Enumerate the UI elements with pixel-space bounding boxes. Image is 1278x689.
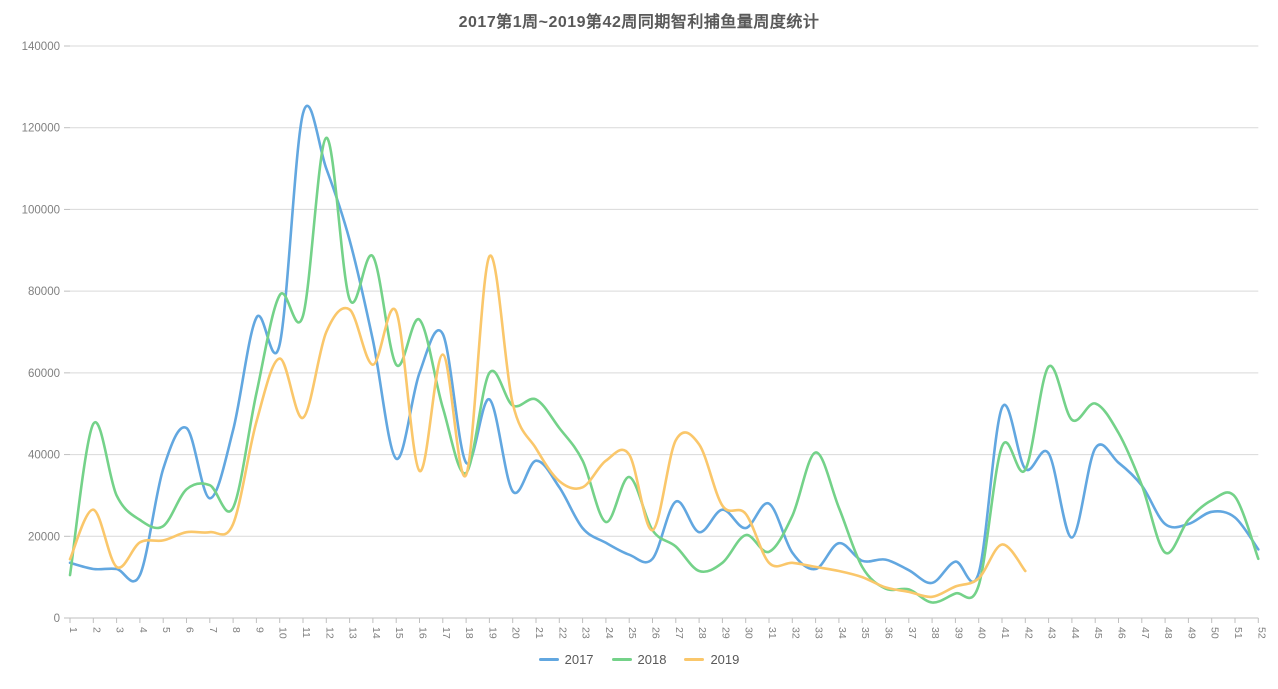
chart-title: 2017第1周~2019第42周同期智利捕鱼量周度统计 — [458, 14, 820, 31]
x-axis-label: 21 — [533, 627, 545, 639]
x-axis-label: 9 — [253, 627, 265, 633]
legend-swatch-2019 — [684, 658, 705, 661]
x-axis-label: 10 — [277, 627, 289, 639]
x-axis-label: 22 — [556, 627, 568, 639]
x-axis-label: 39 — [952, 627, 964, 639]
x-axis-label: 29 — [719, 627, 731, 639]
y-axis-label: 120000 — [22, 123, 60, 135]
x-axis-label: 51 — [1232, 627, 1244, 639]
x-axis-label: 28 — [696, 627, 708, 639]
x-axis-label: 19 — [486, 627, 498, 639]
x-axis-label: 23 — [580, 627, 592, 639]
legend-item-2019: 2019 — [684, 652, 739, 667]
x-axis-label: 36 — [883, 627, 895, 639]
x-axis-label: 6 — [184, 627, 196, 633]
x-axis-label: 18 — [463, 627, 475, 639]
x-axis-label: 5 — [160, 627, 172, 633]
x-axis-label: 8 — [230, 627, 242, 633]
x-axis-label: 42 — [1022, 627, 1034, 639]
x-axis-label: 2 — [90, 627, 102, 633]
x-axis-label: 50 — [1209, 627, 1221, 639]
x-axis-label: 33 — [813, 627, 825, 639]
x-axis-label: 43 — [1046, 627, 1058, 639]
x-axis-label: 45 — [1092, 627, 1104, 639]
y-axis-label: 20000 — [28, 531, 60, 543]
y-axis-label: 140000 — [22, 41, 60, 53]
x-axis-label: 25 — [626, 627, 638, 639]
x-axis-label: 38 — [929, 627, 941, 639]
legend-label-2019: 2019 — [710, 652, 740, 667]
x-axis-label: 24 — [603, 627, 615, 639]
x-axis-label: 49 — [1185, 627, 1197, 639]
legend-label-2018: 2018 — [637, 652, 667, 667]
chart-legend: 2017 2018 2019 — [0, 652, 1278, 667]
x-axis-label: 27 — [673, 627, 685, 639]
x-axis-label: 26 — [650, 627, 662, 639]
y-axis-label: 60000 — [28, 368, 60, 380]
legend-swatch-2017 — [538, 658, 559, 661]
x-axis-label: 15 — [393, 627, 405, 639]
x-axis-label: 35 — [859, 627, 871, 639]
series-line-2018 — [68, 136, 1260, 604]
x-axis-label: 3 — [114, 627, 126, 633]
y-axis-label: 100000 — [22, 204, 60, 216]
x-axis-label: 20 — [510, 627, 522, 639]
x-axis-label: 4 — [137, 627, 149, 633]
y-axis-label: 40000 — [28, 450, 60, 462]
x-axis-label: 31 — [766, 627, 778, 639]
x-axis-label: 14 — [370, 627, 382, 639]
x-axis-label: 44 — [1069, 627, 1081, 639]
x-axis-label: 34 — [836, 627, 848, 639]
legend-item-2017: 2017 — [538, 652, 594, 667]
x-axis-label: 17 — [440, 627, 452, 639]
x-axis-label: 48 — [1162, 627, 1174, 639]
legend-label-2017: 2017 — [564, 652, 594, 667]
legend-item-2018: 2018 — [611, 652, 667, 667]
x-axis-label: 52 — [1255, 627, 1267, 639]
x-axis-label: 40 — [976, 627, 988, 639]
series-line-2017 — [68, 104, 1260, 585]
legend-swatch-2018 — [611, 658, 632, 661]
x-axis-label: 46 — [1116, 627, 1128, 639]
x-axis-label: 11 — [300, 627, 312, 638]
x-axis-label: 16 — [417, 627, 429, 639]
x-axis-label: 12 — [323, 627, 335, 639]
x-axis-label: 47 — [1139, 627, 1151, 639]
series-line-2019 — [68, 254, 1027, 599]
y-axis-label: 80000 — [28, 286, 60, 298]
x-axis-label: 37 — [906, 627, 918, 639]
x-axis-label: 41 — [999, 627, 1011, 639]
x-axis-label: 13 — [347, 627, 359, 639]
x-axis-label: 1 — [67, 627, 79, 633]
x-axis-label: 32 — [789, 627, 801, 639]
x-axis-label: 7 — [207, 627, 219, 633]
y-axis-label: 0 — [54, 613, 60, 625]
x-axis-label: 30 — [743, 627, 755, 639]
